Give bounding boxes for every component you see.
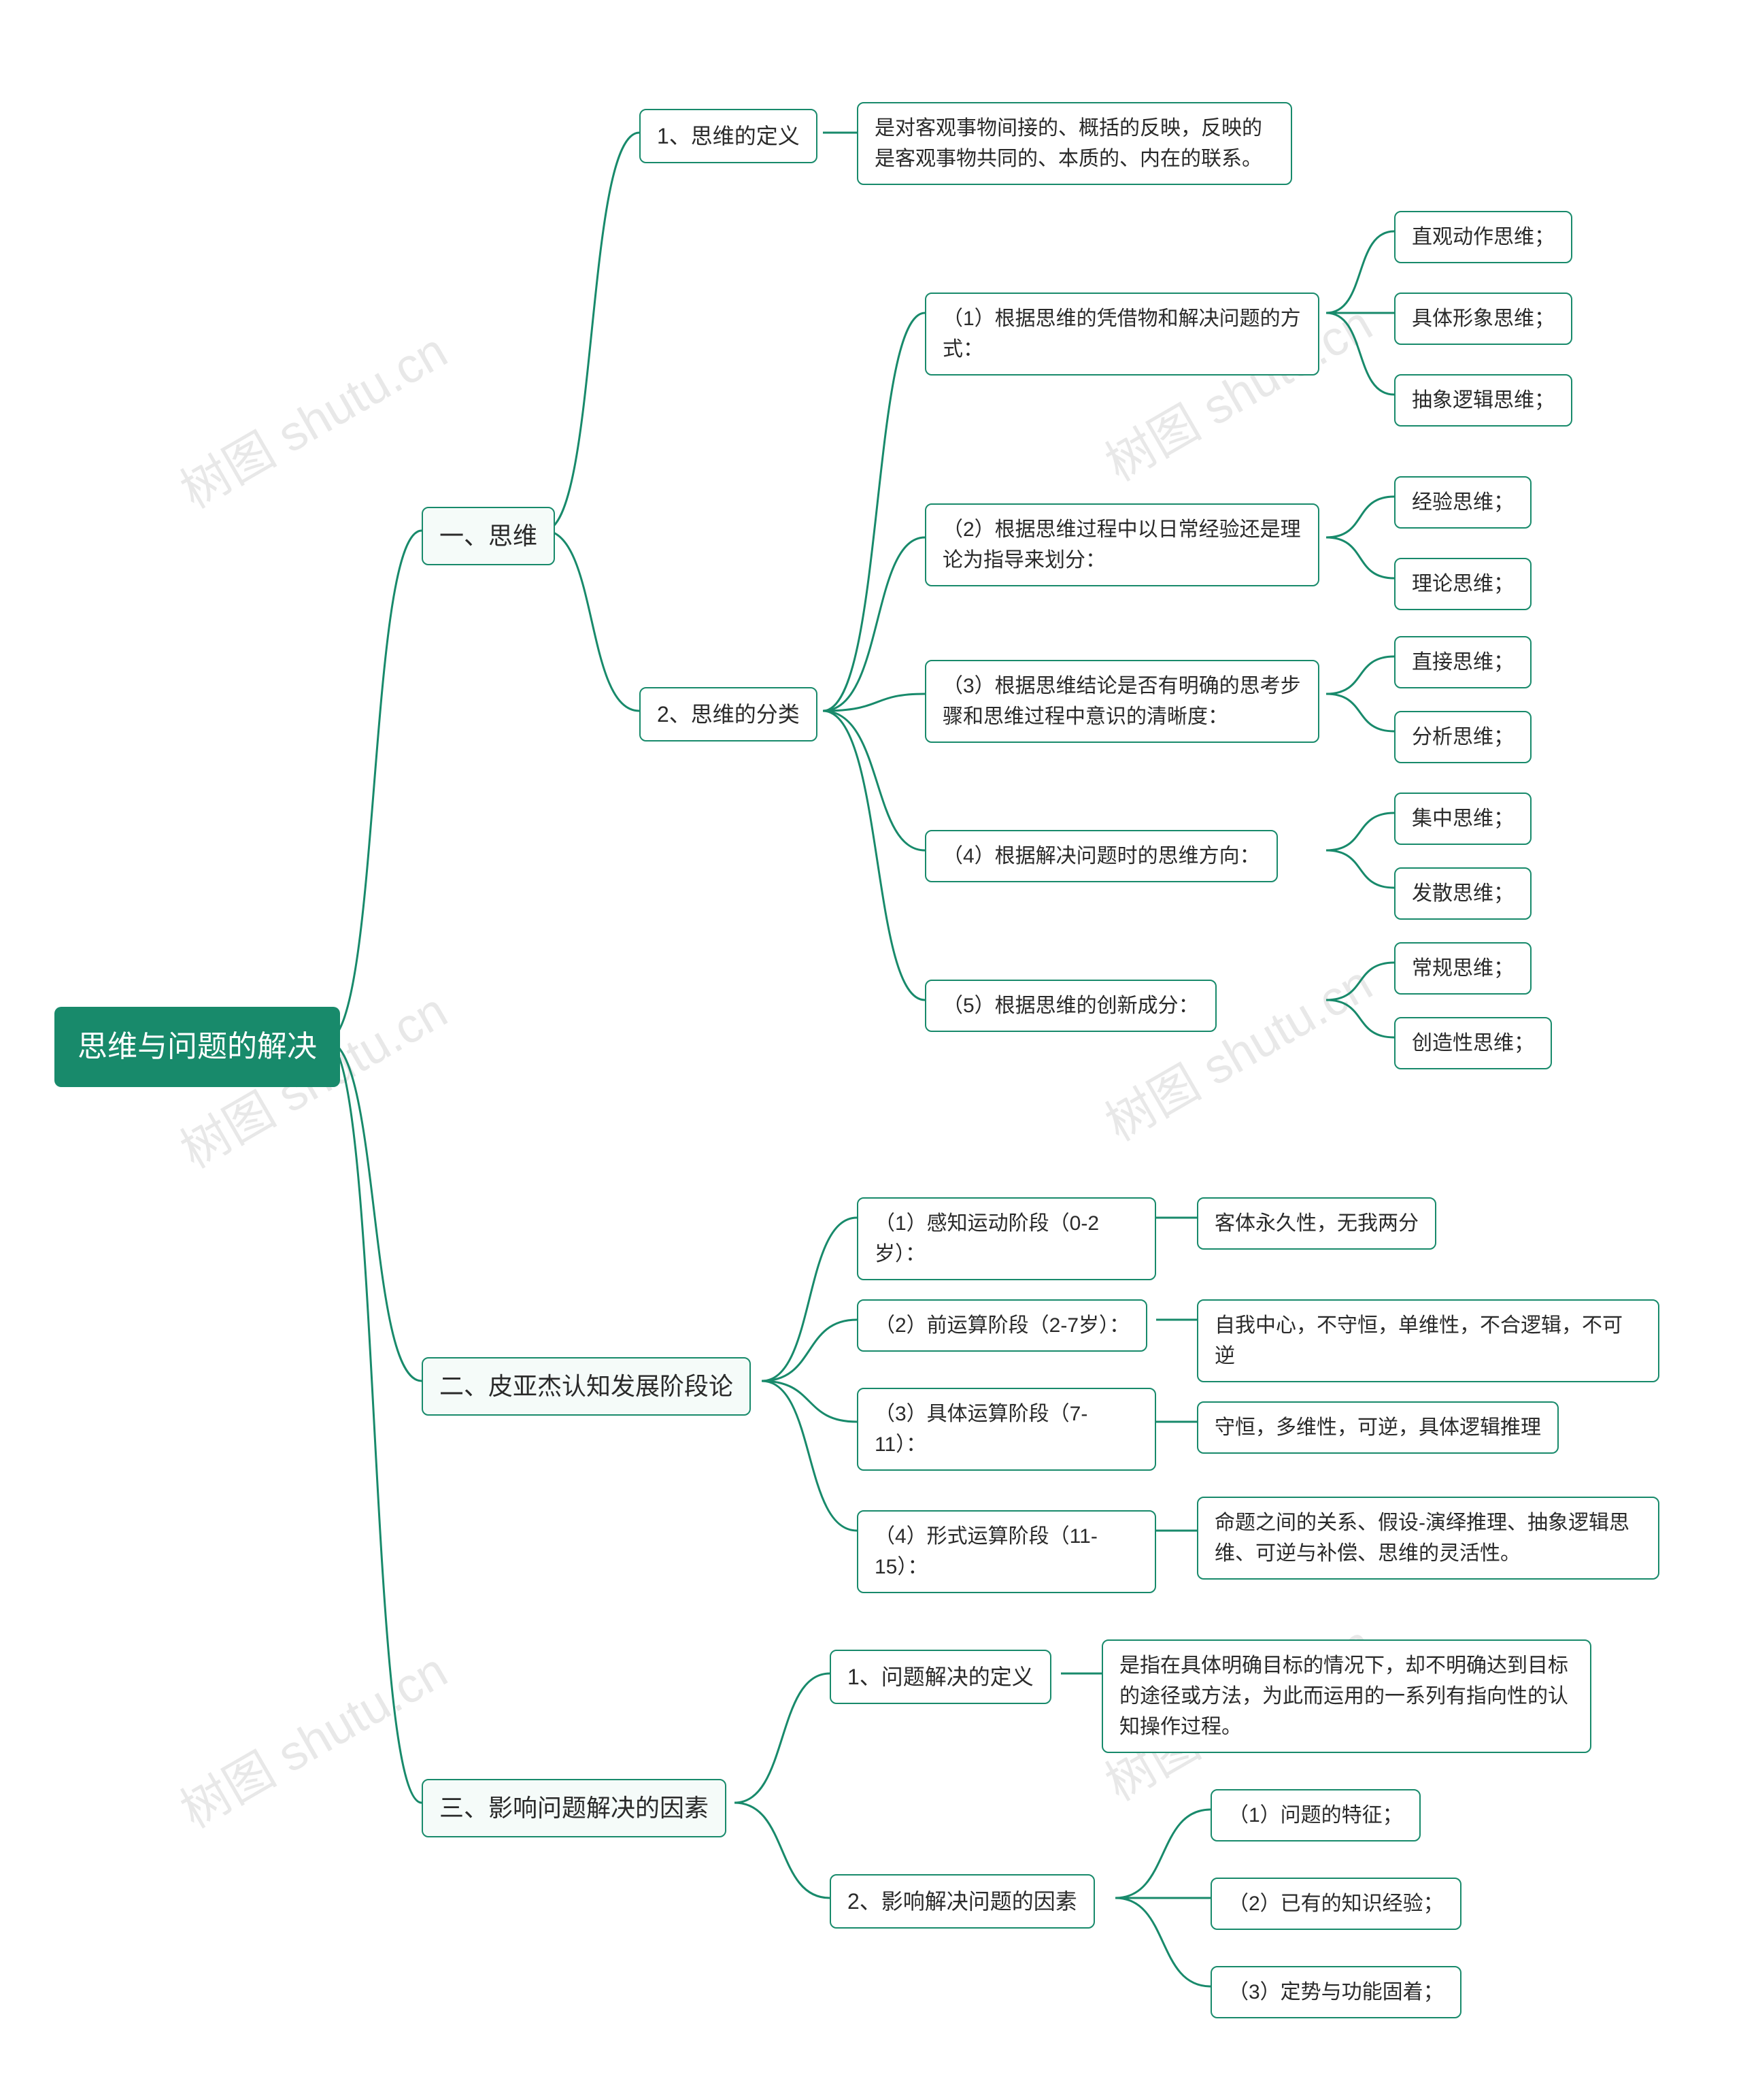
b1-n1[interactable]: 1、思维的定义: [639, 109, 817, 163]
branch-1[interactable]: 一、思维: [422, 507, 555, 565]
b2-s1-d: 客体永久性，无我两分: [1197, 1197, 1436, 1250]
b1-n2-c1-b: 具体形象思维；: [1394, 293, 1572, 345]
b2-s3-d: 守恒，多维性，可逆，具体逻辑推理: [1197, 1401, 1559, 1454]
b1-n2-c4-a: 集中思维；: [1394, 793, 1532, 845]
b3-n2-a: （1）问题的特征；: [1211, 1789, 1421, 1841]
b2-s1[interactable]: （1）感知运动阶段（0-2岁）：: [857, 1197, 1156, 1280]
mindmap-canvas: 思维与问题的解决 一、思维 1、思维的定义 是对客观事物间接的、概括的反映，反映…: [0, 0, 1741, 2100]
b2-s4[interactable]: （4）形式运算阶段（11-15）：: [857, 1510, 1156, 1593]
b1-n2-c1-c: 抽象逻辑思维；: [1394, 374, 1572, 427]
b1-n2-c3[interactable]: （3）根据思维结论是否有明确的思考步骤和思维过程中意识的清晰度：: [925, 660, 1319, 743]
root-node[interactable]: 思维与问题的解决: [54, 1007, 340, 1087]
b1-n2-c4-b: 发散思维；: [1394, 867, 1532, 920]
b2-s2-d: 自我中心，不守恒，单维性，不合逻辑，不可逆: [1197, 1299, 1659, 1382]
b1-n2-c2-a: 经验思维；: [1394, 476, 1532, 529]
b1-n2-c4[interactable]: （4）根据解决问题时的思维方向：: [925, 830, 1278, 882]
b1-n2-c2-b: 理论思维；: [1394, 558, 1532, 610]
b2-s4-d: 命题之间的关系、假设-演绎推理、抽象逻辑思维、可逆与补偿、思维的灵活性。: [1197, 1497, 1659, 1580]
b1-n2-c5-b: 创造性思维；: [1394, 1017, 1552, 1069]
b2-s3[interactable]: （3）具体运算阶段（7-11）：: [857, 1388, 1156, 1471]
b3-n2-b: （2）已有的知识经验；: [1211, 1878, 1461, 1930]
b1-n2-c2[interactable]: （2）根据思维过程中以日常经验还是理论为指导来划分：: [925, 503, 1319, 586]
b3-n1-def: 是指在具体明确目标的情况下，却不明确达到目标的途径或方法，为此而运用的一系列有指…: [1102, 1639, 1591, 1753]
b1-n2-c3-a: 直接思维；: [1394, 636, 1532, 688]
b1-n2[interactable]: 2、思维的分类: [639, 687, 817, 741]
b1-n2-c5[interactable]: （5）根据思维的创新成分：: [925, 980, 1217, 1032]
b1-n1-def: 是对客观事物间接的、概括的反映，反映的是客观事物共同的、本质的、内在的联系。: [857, 102, 1292, 185]
b2-s2[interactable]: （2）前运算阶段（2-7岁）：: [857, 1299, 1147, 1352]
b1-n2-c3-b: 分析思维；: [1394, 711, 1532, 763]
b3-n2[interactable]: 2、影响解决问题的因素: [830, 1874, 1095, 1929]
b1-n2-c1-a: 直观动作思维；: [1394, 211, 1572, 263]
b1-n2-c1[interactable]: （1）根据思维的凭借物和解决问题的方式：: [925, 293, 1319, 376]
branch-3[interactable]: 三、影响问题解决的因素: [422, 1779, 726, 1837]
branch-2[interactable]: 二、皮亚杰认知发展阶段论: [422, 1357, 751, 1416]
b1-n2-c5-a: 常规思维；: [1394, 942, 1532, 995]
b3-n1[interactable]: 1、问题解决的定义: [830, 1650, 1051, 1704]
b3-n2-c: （3）定势与功能固着；: [1211, 1966, 1461, 2018]
